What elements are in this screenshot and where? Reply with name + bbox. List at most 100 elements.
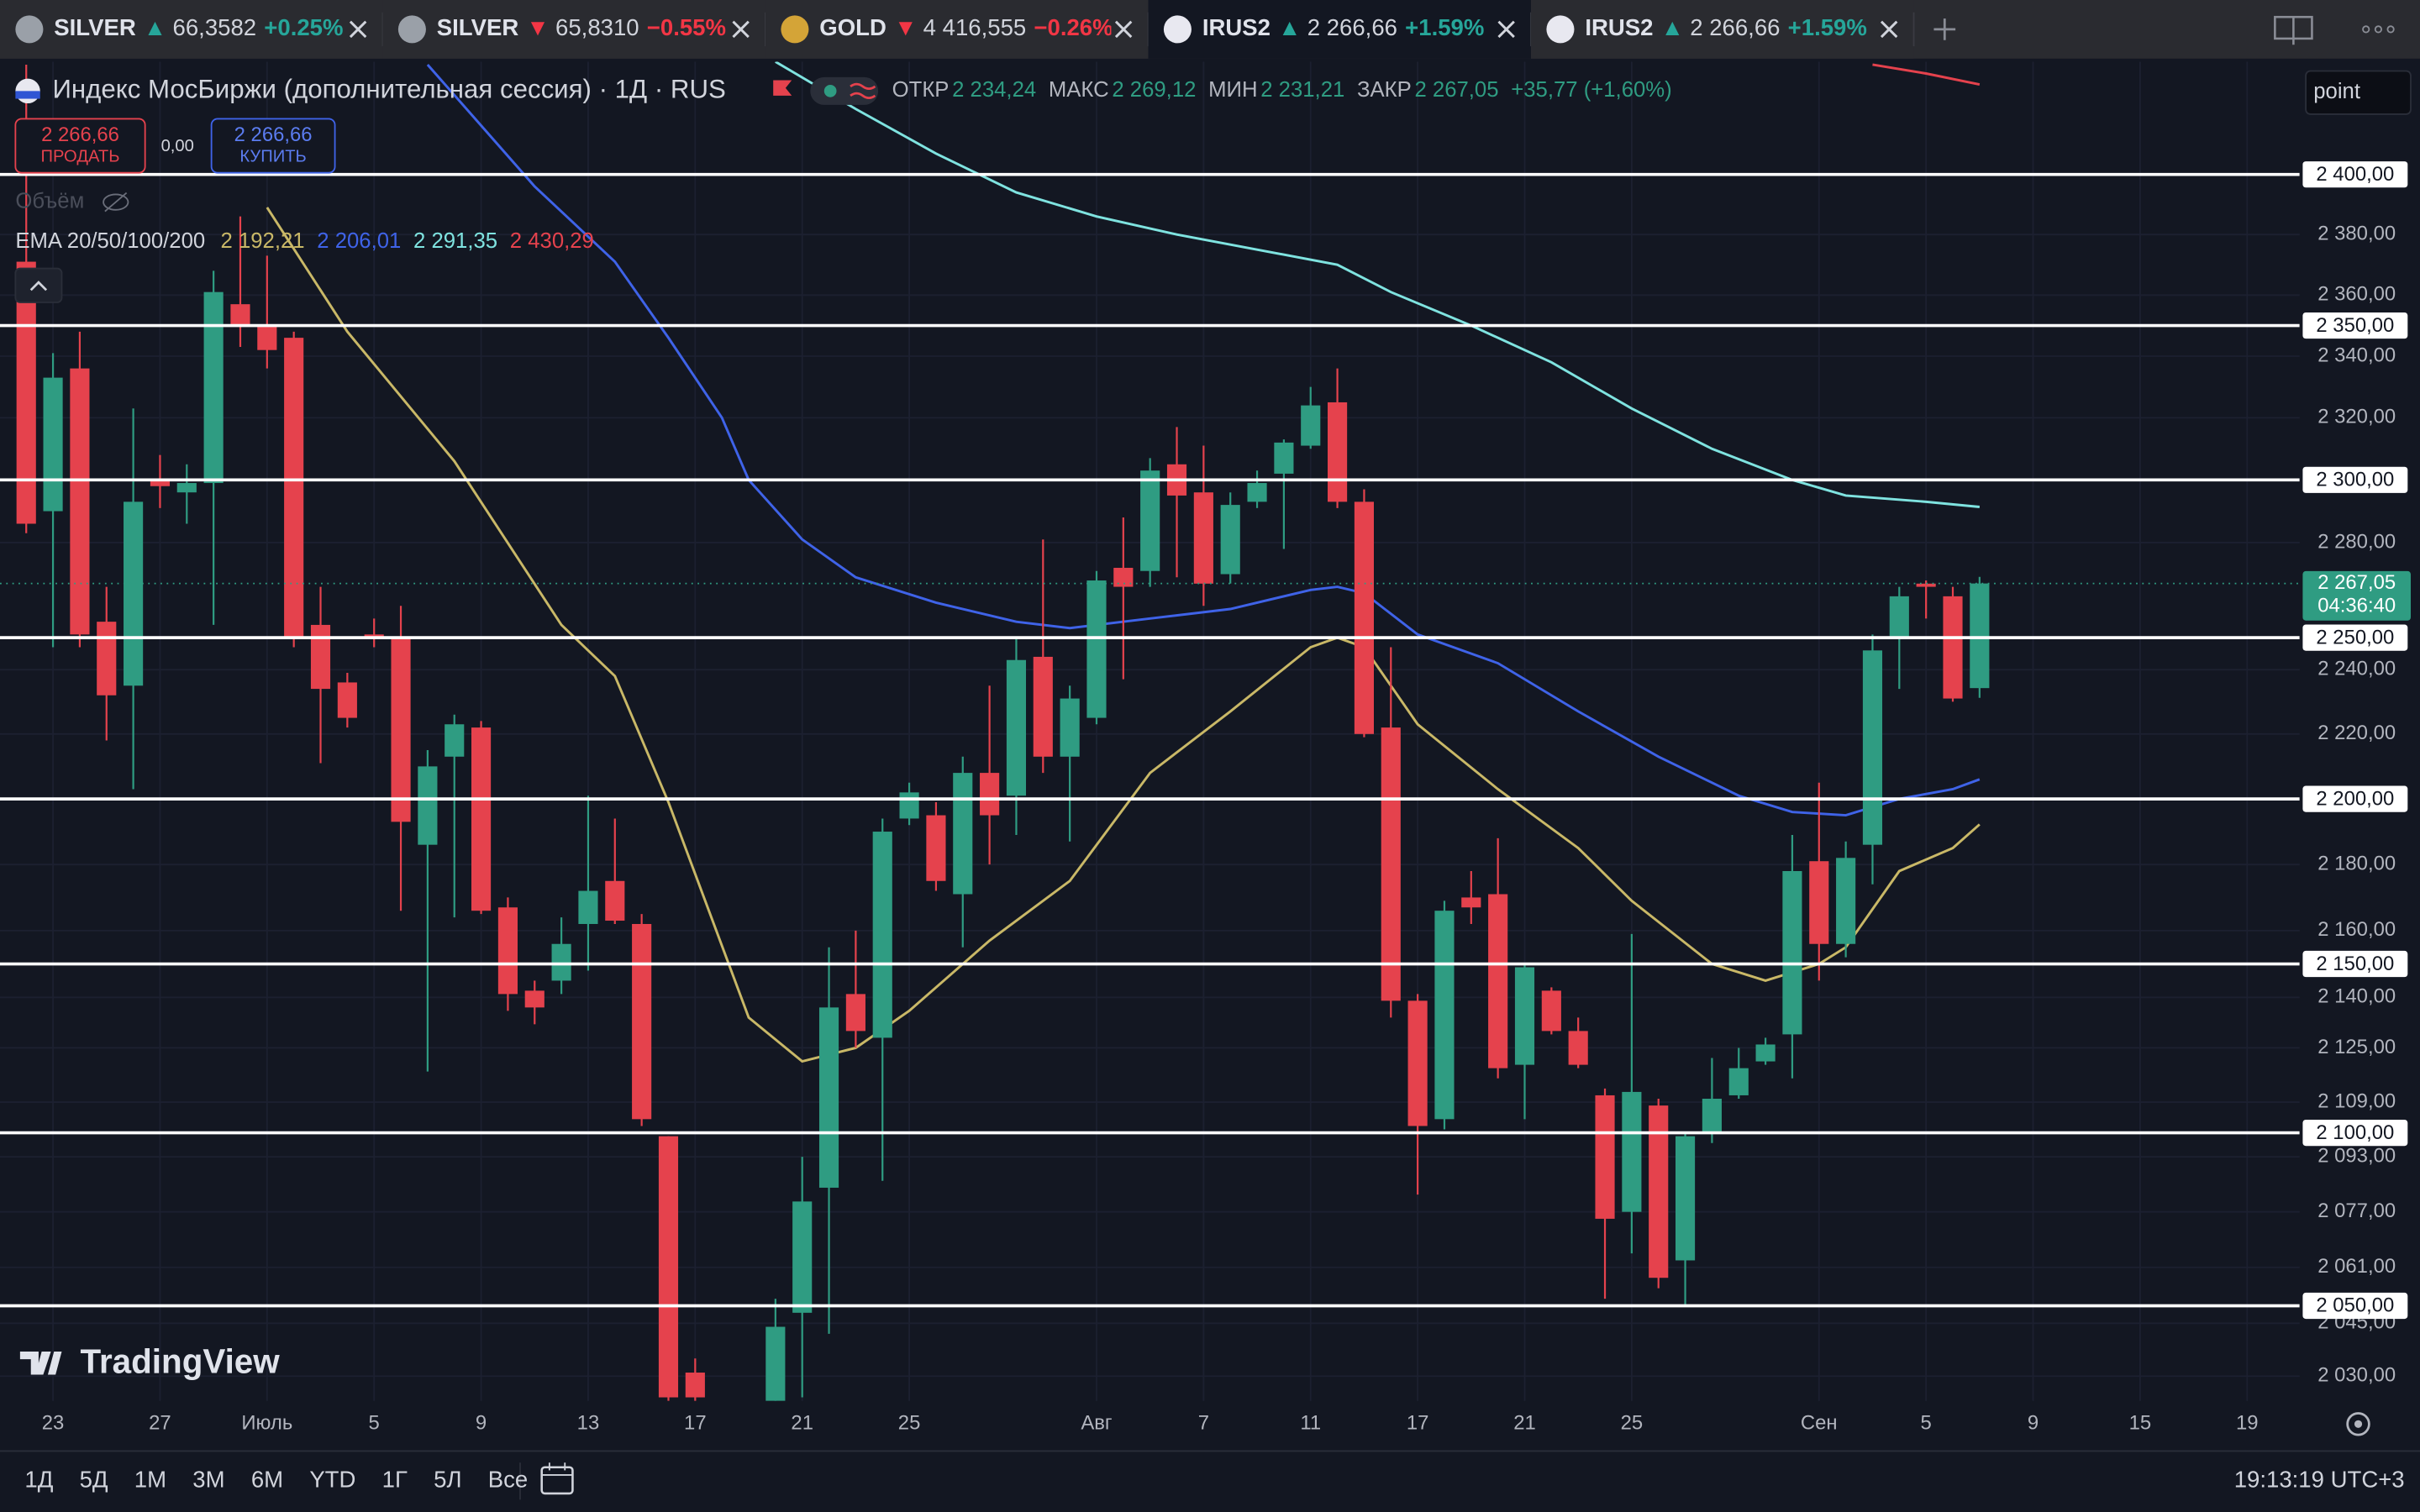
ohlc-value: 2 267,05 — [1414, 78, 1498, 102]
tab-arrow: ▲ — [1278, 14, 1301, 40]
tab-content: SILVER ▲ 66,3582 +0.25% — [15, 14, 344, 44]
buy-price: 2 266,66 — [234, 123, 313, 146]
tab-close-icon[interactable] — [1114, 20, 1133, 39]
range-button[interactable]: 1Д — [24, 1467, 53, 1493]
y-tick-label: 2 061,00 — [2317, 1255, 2396, 1278]
candle-body — [310, 624, 331, 690]
candle-body — [845, 994, 865, 1032]
tab[interactable]: GOLD ▼ 4 416,555 −0.26% — [765, 0, 1150, 59]
tab-close-icon[interactable] — [1880, 20, 1898, 39]
x-tick-label: 13 — [577, 1412, 600, 1435]
tab-change: −0.26% — [1034, 14, 1113, 40]
candle-body — [1247, 483, 1267, 502]
candle-body — [70, 368, 90, 635]
y-tick-label: 2 093,00 — [2317, 1144, 2396, 1167]
tab-close-icon[interactable] — [1497, 20, 1515, 39]
tab-close-icon[interactable] — [349, 20, 367, 39]
x-tick-label: 19 — [2236, 1412, 2259, 1435]
clock: 19:13:19 UTC+3 — [2234, 1467, 2405, 1493]
candle-body — [953, 773, 973, 895]
candle-body — [1033, 656, 1053, 757]
hide-icon[interactable] — [103, 192, 129, 213]
candle-body — [203, 291, 224, 484]
x-tick-label: 11 — [1300, 1412, 1321, 1435]
tab-background — [765, 0, 1149, 59]
layout-button[interactable] — [2274, 15, 2313, 45]
ema-line — [1872, 63, 1981, 86]
hline-label-box — [2302, 785, 2408, 812]
sell-button[interactable] — [14, 118, 146, 174]
flag-marker[interactable] — [773, 80, 792, 96]
tab[interactable]: IRUS2 ▲ 2 266,66 +1.59% — [1148, 0, 1532, 59]
symbol-title: Индекс МосБиржи (дополнительная сессия) … — [52, 75, 725, 104]
tab[interactable]: SILVER ▲ 66,3582 +0.25% — [0, 0, 384, 59]
candle-body — [1595, 1095, 1615, 1219]
range-button[interactable]: 1М — [134, 1467, 166, 1493]
buy-button[interactable] — [210, 118, 336, 174]
range-button[interactable]: Все — [488, 1467, 528, 1493]
plot-area — [0, 61, 2300, 1401]
candle-body — [980, 773, 1000, 816]
last-price-box — [2302, 570, 2411, 621]
candle-body — [1836, 858, 1856, 944]
tab-close-icon[interactable] — [732, 20, 750, 39]
candle-body — [364, 634, 384, 638]
candle-body — [1407, 1000, 1428, 1126]
tab-background — [1531, 0, 1914, 59]
candle-body — [1060, 698, 1080, 757]
candle-body — [1889, 596, 1909, 638]
collapse-button[interactable] — [14, 267, 63, 303]
candle-body — [418, 766, 438, 845]
tab[interactable]: IRUS2 ▲ 2 266,66 +1.59% — [1531, 0, 1915, 59]
ema-line — [426, 64, 1981, 817]
goto-date-icon[interactable] — [540, 1462, 574, 1495]
tab-symbol: IRUS2 — [1202, 14, 1270, 40]
point-input[interactable] — [2305, 70, 2412, 115]
hline-label-box — [2302, 624, 2408, 651]
tab-price: 65,8310 — [555, 14, 639, 40]
range-button[interactable]: 1Г — [382, 1467, 408, 1493]
more-button[interactable] — [2362, 25, 2395, 34]
hline-label: 2 300,00 — [2316, 469, 2394, 491]
tab-price: 2 266,66 — [1690, 14, 1780, 40]
toolbar-background — [0, 1450, 2420, 1512]
range-button[interactable]: YTD — [309, 1467, 355, 1493]
candle-body — [497, 907, 518, 995]
tab-arrow: ▲ — [1661, 14, 1684, 40]
y-tick-label: 2 140,00 — [2317, 985, 2396, 1008]
tab-icon — [15, 15, 44, 44]
candle-body — [337, 682, 357, 718]
y-tick-label: 2 180,00 — [2317, 852, 2396, 874]
range-button[interactable]: 5Л — [434, 1467, 461, 1493]
tab-price: 2 266,66 — [1307, 14, 1397, 40]
tab-price: 4 416,555 — [923, 14, 1027, 40]
status-pill — [810, 76, 879, 105]
candle-body — [1488, 894, 1508, 1068]
ohlc-value: 2 234,24 — [952, 78, 1036, 102]
candle-body — [632, 923, 652, 1120]
hline-label: 2 350,00 — [2316, 314, 2394, 337]
tab-change: +1.59% — [1788, 14, 1867, 40]
candle-body — [1220, 505, 1240, 575]
candle-body — [605, 880, 625, 921]
tab[interactable]: SILVER ▼ 65,8310 −0.55% — [382, 0, 766, 59]
ohlc-label: ЗАКР — [1357, 78, 1412, 102]
candle-body — [1541, 990, 1561, 1032]
hline-label: 2 400,00 — [2316, 163, 2394, 186]
y-tick-label: 2 320,00 — [2317, 406, 2396, 428]
new-tab-button[interactable] — [1933, 18, 1956, 40]
x-tick-label: 17 — [1407, 1412, 1429, 1435]
candle-body — [1862, 650, 1883, 845]
x-tick-label: 17 — [684, 1412, 707, 1435]
ema-line — [775, 61, 1980, 508]
candle-body — [1782, 870, 1802, 1035]
tab-background — [1148, 0, 1532, 59]
range-button[interactable]: 6М — [251, 1467, 283, 1493]
hline-label-box — [2302, 466, 2408, 493]
y-tick-label: 2 280,00 — [2317, 530, 2396, 553]
ohlc-value: 2 269,12 — [1112, 78, 1196, 102]
range-button[interactable]: 5Д — [80, 1467, 108, 1493]
settings-icon[interactable] — [2346, 1412, 2370, 1436]
range-button[interactable]: 3М — [192, 1467, 224, 1493]
candle-body — [230, 304, 250, 326]
